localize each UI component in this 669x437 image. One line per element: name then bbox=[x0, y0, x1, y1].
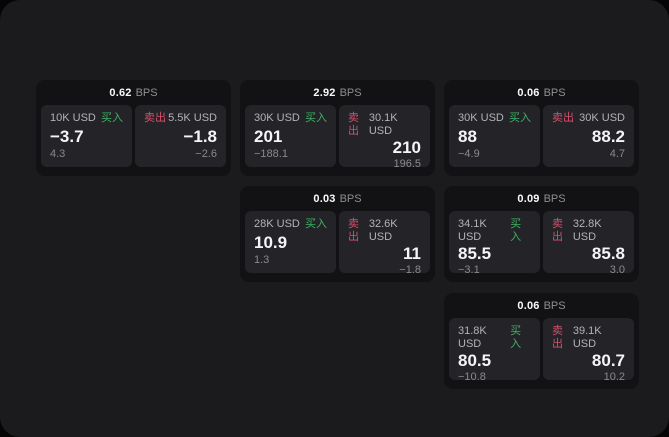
sell-price-value: 80.7 bbox=[591, 351, 625, 370]
buy-tile[interactable]: 28K USD 买入 10.9 1.3 bbox=[245, 211, 336, 273]
card-header: 0.06 BPS bbox=[444, 293, 639, 318]
sell-tile[interactable]: 卖出 32.8K USD 85.8 3.0 bbox=[543, 211, 634, 276]
buy-tile[interactable]: 31.8K USD 买入 80.5 −10.8 bbox=[449, 318, 540, 383]
buy-tile[interactable]: 34.1K USD 买入 85.5 −3.1 bbox=[449, 211, 540, 276]
buy-notional-label: 31.8K USD bbox=[458, 325, 487, 350]
sell-notional-label: 32.6K USD bbox=[368, 218, 398, 243]
buy-delta-value: −188.1 bbox=[254, 148, 288, 160]
buy-tile[interactable]: 30K USD 买入 88 −4.9 bbox=[449, 105, 540, 167]
buy-side-label: 买入 bbox=[305, 112, 327, 124]
sell-notional-label: 39.1K USD bbox=[572, 325, 602, 350]
buy-price-value: −3.7 bbox=[50, 126, 84, 146]
bps-unit-label: BPS bbox=[543, 192, 566, 205]
quote-card: 0.09 BPS 34.1K USD 买入 85.5 −3.1 卖出 32.8K… bbox=[444, 186, 639, 282]
buy-delta-value: −4.9 bbox=[458, 148, 480, 160]
sell-notional-label: 5.5K USD bbox=[168, 112, 217, 124]
spread-bps-value: 0.06 bbox=[517, 299, 540, 312]
buy-price-value: 88 bbox=[458, 126, 477, 146]
buy-notional-label: 34.1K USD bbox=[458, 218, 487, 243]
buy-side-label: 买入 bbox=[305, 218, 327, 230]
sell-price-value: 11 bbox=[403, 244, 421, 263]
sell-side-label: 卖出 bbox=[552, 325, 563, 350]
bps-unit-label: BPS bbox=[339, 86, 362, 99]
buy-price-value: 85.5 bbox=[458, 244, 492, 263]
buy-delta-value: 4.3 bbox=[50, 148, 66, 160]
card-header: 2.92 BPS bbox=[240, 80, 435, 105]
buy-delta-value: −3.1 bbox=[458, 264, 480, 276]
sell-side-label: 卖出 bbox=[552, 218, 563, 243]
quote-card: 0.06 BPS 31.8K USD 买入 80.5 −10.8 卖出 39.1… bbox=[444, 293, 639, 389]
quote-card: 0.62 BPS 10K USD 买入 −3.7 4.3 卖出 5.5K USD… bbox=[36, 80, 231, 176]
sell-tile[interactable]: 卖出 5.5K USD −1.8 −2.6 bbox=[135, 105, 226, 167]
sell-delta-value: −2.6 bbox=[195, 148, 217, 160]
sell-delta-value: 4.7 bbox=[609, 148, 625, 160]
sell-price-value: 210 bbox=[392, 138, 421, 157]
sell-tile[interactable]: 卖出 30K USD 88.2 4.7 bbox=[543, 105, 634, 167]
sell-delta-value: −1.8 bbox=[399, 264, 421, 276]
bps-unit-label: BPS bbox=[543, 299, 566, 312]
buy-tile[interactable]: 30K USD 买入 201 −188.1 bbox=[245, 105, 336, 167]
buy-price-value: 80.5 bbox=[458, 351, 492, 370]
sell-side-label: 卖出 bbox=[144, 112, 166, 124]
buy-notional-label: 28K USD bbox=[254, 218, 300, 230]
buy-side-label: 买入 bbox=[509, 112, 531, 124]
buy-price-value: 10.9 bbox=[254, 232, 288, 252]
sell-delta-value: 3.0 bbox=[609, 264, 625, 276]
sell-delta-value: 196.5 bbox=[393, 158, 421, 170]
buy-notional-label: 30K USD bbox=[458, 112, 504, 124]
sell-side-label: 卖出 bbox=[552, 112, 574, 124]
bps-unit-label: BPS bbox=[339, 192, 362, 205]
card-header: 0.06 BPS bbox=[444, 80, 639, 105]
buy-side-label: 买入 bbox=[101, 112, 123, 124]
sell-notional-label: 30K USD bbox=[579, 112, 625, 124]
sell-tile[interactable]: 卖出 39.1K USD 80.7 10.2 bbox=[543, 318, 634, 383]
sell-price-value: 88.2 bbox=[591, 126, 625, 146]
quote-card: 2.92 BPS 30K USD 买入 201 −188.1 卖出 30.1K … bbox=[240, 80, 435, 176]
spread-bps-value: 0.06 bbox=[517, 86, 540, 99]
sell-delta-value: 10.2 bbox=[603, 371, 625, 383]
sell-notional-label: 32.8K USD bbox=[572, 218, 602, 243]
buy-delta-value: 1.3 bbox=[254, 254, 270, 266]
sell-side-label: 卖出 bbox=[348, 112, 359, 137]
card-header: 0.09 BPS bbox=[444, 186, 639, 211]
buy-notional-label: 10K USD bbox=[50, 112, 96, 124]
quote-card: 0.03 BPS 28K USD 买入 10.9 1.3 卖出 32.6K US… bbox=[240, 186, 435, 282]
sell-tile[interactable]: 卖出 30.1K USD 210 196.5 bbox=[339, 105, 430, 170]
quote-card: 0.06 BPS 30K USD 买入 88 −4.9 卖出 30K USD 8… bbox=[444, 80, 639, 176]
buy-side-label: 买入 bbox=[510, 325, 522, 350]
buy-side-label: 买入 bbox=[510, 218, 522, 243]
buy-price-value: 201 bbox=[254, 126, 283, 146]
card-header: 0.62 BPS bbox=[36, 80, 231, 105]
sell-notional-label: 30.1K USD bbox=[368, 112, 398, 137]
sell-side-label: 卖出 bbox=[348, 218, 359, 243]
spread-bps-value: 0.62 bbox=[109, 86, 132, 99]
spread-bps-value: 0.03 bbox=[313, 192, 336, 205]
sell-price-value: 85.8 bbox=[591, 244, 625, 263]
spread-bps-value: 2.92 bbox=[313, 86, 336, 99]
bps-unit-label: BPS bbox=[543, 86, 566, 99]
sell-tile[interactable]: 卖出 32.6K USD 11 −1.8 bbox=[339, 211, 430, 276]
bps-unit-label: BPS bbox=[135, 86, 158, 99]
sell-price-value: −1.8 bbox=[183, 126, 217, 146]
buy-tile[interactable]: 10K USD 买入 −3.7 4.3 bbox=[41, 105, 132, 167]
card-header: 0.03 BPS bbox=[240, 186, 435, 211]
buy-notional-label: 30K USD bbox=[254, 112, 300, 124]
buy-delta-value: −10.8 bbox=[458, 371, 486, 383]
spread-bps-value: 0.09 bbox=[517, 192, 540, 205]
